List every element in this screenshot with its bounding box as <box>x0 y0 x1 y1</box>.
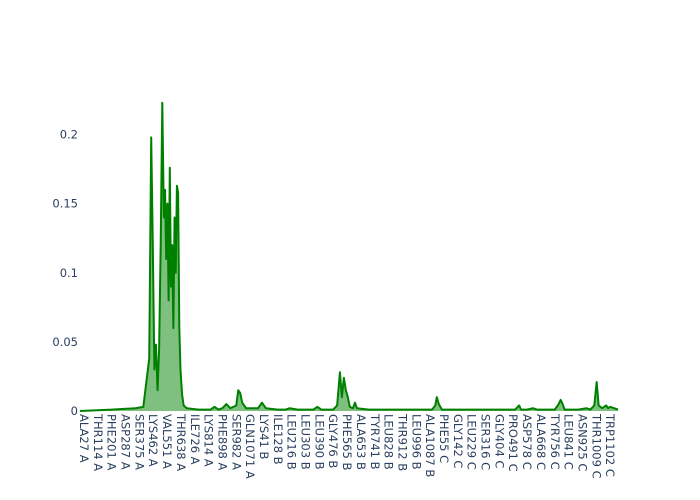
x-tick-label: LYS814 A <box>202 414 216 467</box>
x-tick-label: GLY404 C <box>492 414 506 468</box>
x-tick-label: PHE565 B <box>340 414 354 470</box>
y-tick-label: 0 <box>71 404 78 418</box>
series-line <box>79 101 619 412</box>
y-tick-label: 0.2 <box>60 128 78 142</box>
x-tick-label: ILE128 B <box>271 414 285 465</box>
x-tick-label: LEU996 B <box>409 414 423 470</box>
x-tick-label: THR1009 C <box>589 413 603 479</box>
plot-area <box>79 101 619 412</box>
x-tick-label: VAL551 A <box>160 414 174 469</box>
x-tick-label: ALA1087 B <box>423 414 437 477</box>
x-tick-label: THR114 A <box>91 413 105 471</box>
y-tick-label: 0.1 <box>60 266 78 280</box>
y-axis: 0 0.05 0.1 0.15 0.2 <box>52 128 78 418</box>
x-tick-label: LEU841 C <box>562 414 576 470</box>
x-tick-label: LEU828 B <box>382 414 396 470</box>
x-tick-label: PHE201 A <box>105 414 119 470</box>
x-tick-label: TRP1102 C <box>603 413 617 477</box>
x-tick-label: PHE898 A <box>215 414 229 470</box>
y-tick-label: 0.15 <box>52 197 78 211</box>
x-tick-label: GLY476 B <box>326 414 340 468</box>
x-tick-label: THR912 B <box>395 413 409 471</box>
x-tick-label: GLN1071 A <box>243 414 257 479</box>
x-tick-label: ILE726 A <box>188 414 202 465</box>
x-tick-label: LEU216 B <box>285 414 299 470</box>
x-tick-label: LEU229 C <box>465 414 479 470</box>
x-tick-label: ALA27 A <box>77 414 91 463</box>
x-tick-label: LEU390 B <box>312 414 326 470</box>
x-tick-label: ASP578 C <box>520 414 534 470</box>
x-tick-label: PRO491 C <box>506 414 520 472</box>
x-tick-label: LEU303 B <box>299 414 313 470</box>
y-tick-label: 0.05 <box>52 335 78 349</box>
x-tick-label: LYS462 A <box>146 414 160 467</box>
x-tick-label: SER982 A <box>229 414 243 470</box>
x-tick-label: ASN925 C <box>575 414 589 471</box>
x-tick-label: ALA668 C <box>534 414 548 470</box>
x-tick-label: SER316 C <box>479 414 493 470</box>
x-tick-label: GLY142 C <box>451 414 465 468</box>
x-tick-label: TYR741 B <box>368 413 382 470</box>
x-tick-label: LYS41 B <box>257 414 271 459</box>
x-tick-label: THR638 A <box>174 413 188 471</box>
x-tick-label: ASP287 A <box>119 414 133 470</box>
x-tick-label: PHE55 C <box>437 414 451 463</box>
x-tick-label: ALA653 B <box>354 414 368 470</box>
x-tick-label: TYR756 C <box>548 413 562 470</box>
x-tick-label: SER375 A <box>132 414 146 470</box>
